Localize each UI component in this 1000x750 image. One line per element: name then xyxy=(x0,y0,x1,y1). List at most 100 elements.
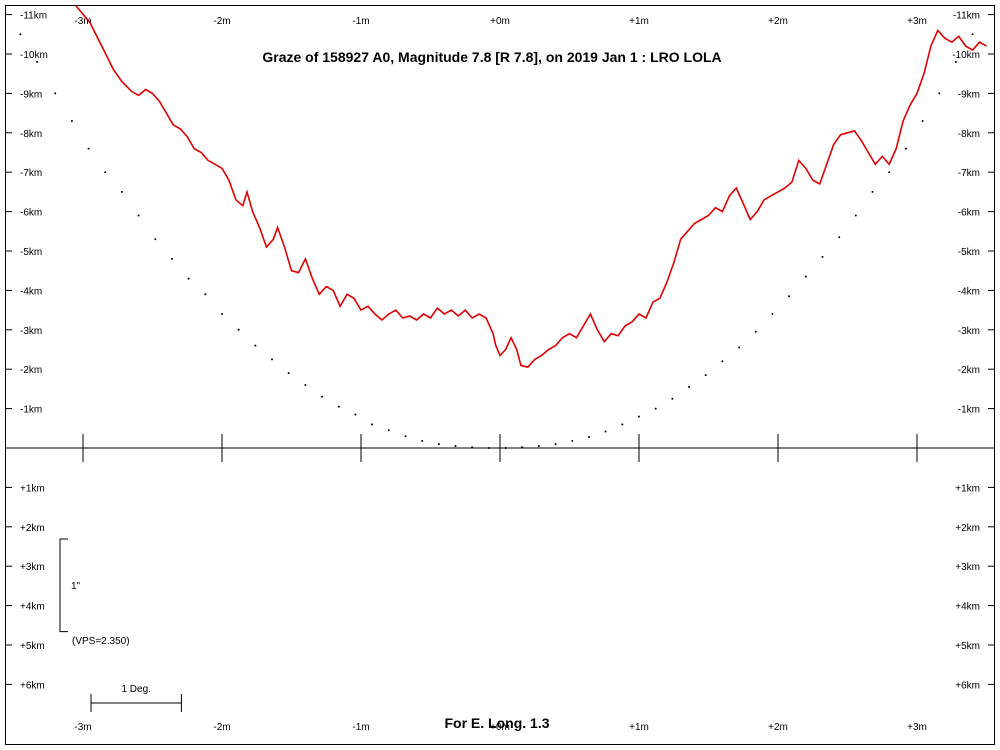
limb-dot xyxy=(287,372,290,375)
x-tick-label-top: -2m xyxy=(213,16,230,27)
x-tick-label-bottom: +2m xyxy=(768,722,788,733)
limb-dot xyxy=(804,275,807,278)
limb-dot xyxy=(404,435,407,438)
limb-dot xyxy=(771,313,774,315)
x-tick-label-bottom: -1m xyxy=(352,722,369,733)
limb-dot xyxy=(588,436,590,438)
y-tick-label-right: -7km xyxy=(958,168,980,179)
degree-scale-bracket xyxy=(90,694,182,712)
x-tick-label-top: +2m xyxy=(768,16,788,27)
y-tick-label-left: -8km xyxy=(20,129,42,140)
limb-dot xyxy=(137,214,140,217)
limb-dot xyxy=(521,446,524,449)
y-tick-label-left: -10km xyxy=(20,50,48,61)
limb-dot xyxy=(921,120,924,122)
y-tick-label-right: +3km xyxy=(955,562,980,573)
x-tick-label-top: +3m xyxy=(907,16,927,27)
longitude-footer-label: For E. Long. 1.3 xyxy=(444,715,549,731)
limb-dot xyxy=(704,374,707,377)
limb-dot xyxy=(888,171,891,174)
limb-dot xyxy=(604,430,607,433)
y-tick-label-right: -2km xyxy=(958,365,980,376)
limb-dot xyxy=(70,120,73,122)
limb-dot xyxy=(721,360,724,363)
y-tick-label-right: -10km xyxy=(952,50,980,61)
limb-dot xyxy=(554,443,557,446)
arcsec-scale-bar: 1" (VPS=2.350) xyxy=(59,538,130,647)
axis-tick-labels: -3m -3m -2m -2m -1m -1m +0m +0m +1m +1m +2m +2m +3m +… xyxy=(20,11,980,733)
axis-ticks xyxy=(5,14,995,685)
lunar-limb-profile-line xyxy=(75,5,987,369)
limb-dots-series xyxy=(19,33,974,449)
y-tick-label-left: +4km xyxy=(20,602,45,613)
limb-dot xyxy=(54,92,57,95)
limb-dot xyxy=(487,447,490,449)
x-tick-label-bottom: +0m xyxy=(490,722,510,733)
limb-dot xyxy=(854,214,857,217)
y-tick-label-right: -11km xyxy=(953,11,980,22)
y-tick-label-left: -2km xyxy=(20,365,42,376)
limb-dot xyxy=(437,443,440,446)
vps-note: (VPS=2.350) xyxy=(72,636,130,647)
limb-dot xyxy=(321,395,324,398)
y-tick-label-left: -7km xyxy=(20,168,42,179)
limb-dot xyxy=(571,439,574,442)
arcsec-scale-label: 1" xyxy=(71,581,81,592)
x-tick-label-top: +1m xyxy=(629,16,649,27)
limb-dot xyxy=(354,413,357,416)
y-tick-label-left: +5km xyxy=(20,641,45,652)
limb-dot xyxy=(971,33,974,36)
limb-dot xyxy=(838,236,841,239)
y-tick-label-left: -6km xyxy=(20,208,42,219)
limb-dot xyxy=(154,238,157,241)
y-tick-label-right: -8km xyxy=(958,129,980,140)
y-tick-label-right: +4km xyxy=(955,602,980,613)
limb-dot xyxy=(621,423,624,426)
y-tick-label-left: -1km xyxy=(20,405,42,416)
y-tick-label-left: +6km xyxy=(20,680,45,691)
x-tick-label-bottom: +3m xyxy=(907,722,927,733)
limb-dot xyxy=(738,346,741,349)
plot-border xyxy=(5,5,995,745)
y-tick-label-right: +2km xyxy=(955,523,980,534)
y-tick-label-right: +5km xyxy=(955,641,980,652)
y-tick-label-left: -5km xyxy=(20,247,42,258)
limb-dot xyxy=(187,277,190,280)
y-tick-label-left: +1km xyxy=(20,483,45,494)
x-tick-label-top: +0m xyxy=(490,16,510,27)
limb-dot xyxy=(871,190,874,193)
limb-dot xyxy=(454,445,457,447)
limb-dot xyxy=(688,385,690,388)
limb-dot xyxy=(337,405,340,408)
chart-title: Graze of 158927 A0, Magnitude 7.8 [R 7.8… xyxy=(262,49,721,65)
limb-dot xyxy=(371,423,374,426)
limb-dot xyxy=(938,92,941,95)
limb-dot xyxy=(671,397,674,400)
limb-dot xyxy=(204,293,207,296)
limb-dot xyxy=(504,447,507,449)
limb-dot xyxy=(638,415,640,418)
limb-dot xyxy=(754,330,757,333)
degree-scale-bar: 1 Deg. xyxy=(90,684,182,712)
limb-dot xyxy=(788,295,791,298)
limb-dot xyxy=(120,190,123,193)
limb-dot xyxy=(904,147,907,150)
degree-scale-label: 1 Deg. xyxy=(121,684,150,695)
limb-dot xyxy=(36,60,39,63)
limb-dot xyxy=(19,33,22,36)
y-tick-label-left: -4km xyxy=(20,286,42,297)
y-tick-label-right: +6km xyxy=(955,680,980,691)
x-tick-label-bottom: +1m xyxy=(629,722,649,733)
y-tick-label-left: -9km xyxy=(20,89,42,100)
limb-dot xyxy=(821,255,824,258)
y-tick-label-left: -3km xyxy=(20,326,42,337)
y-tick-label-right: -5km xyxy=(958,247,980,258)
y-tick-label-left: -11km xyxy=(20,11,47,22)
limb-dot xyxy=(271,358,273,361)
limb-dot xyxy=(421,439,424,442)
limb-dot xyxy=(87,147,90,150)
y-tick-label-right: -3km xyxy=(958,326,980,337)
y-tick-label-right: -9km xyxy=(958,89,980,100)
limb-dot xyxy=(221,313,223,315)
